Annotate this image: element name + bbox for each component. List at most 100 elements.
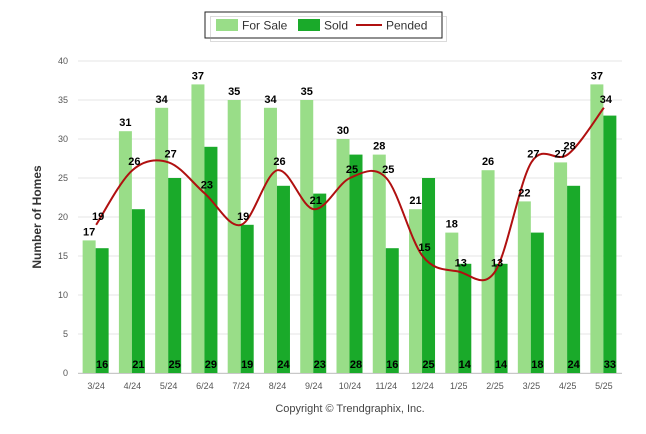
bar-for-sale — [481, 170, 495, 373]
x-tick-label: 8/24 — [269, 381, 287, 391]
label-sold: 29 — [205, 359, 217, 371]
label-sold: 21 — [132, 359, 144, 371]
copyright-text: Copyright © Trendgraphix, Inc. — [275, 403, 424, 415]
label-pended: 28 — [563, 141, 575, 153]
legend-swatch-sold — [298, 19, 320, 31]
x-tick-label: 2/25 — [486, 381, 504, 391]
legend-label-sold: Sold — [324, 19, 348, 33]
label-sold: 23 — [314, 359, 326, 371]
y-tick-label: 20 — [58, 212, 68, 222]
label-for-sale: 21 — [409, 195, 421, 207]
label-sold: 19 — [241, 359, 253, 371]
label-sold: 33 — [604, 359, 616, 371]
x-tick-label: 1/25 — [450, 381, 468, 391]
y-tick-label: 5 — [63, 329, 68, 339]
label-pended: 26 — [273, 156, 285, 168]
x-tick-label: 3/24 — [87, 381, 105, 391]
label-pended: 19 — [92, 211, 104, 223]
bar-sold — [422, 178, 436, 373]
bar-for-sale — [263, 107, 277, 374]
bar-for-sale — [372, 154, 386, 373]
bar-sold — [494, 263, 508, 373]
y-tick-label: 35 — [58, 95, 68, 105]
label-pended: 26 — [128, 156, 140, 168]
label-for-sale: 37 — [192, 70, 204, 82]
label-for-sale: 35 — [301, 86, 313, 98]
legend-label-pended: Pended — [386, 19, 427, 33]
label-pended: 13 — [455, 258, 467, 270]
label-pended: 27 — [165, 148, 177, 160]
bar-for-sale — [118, 131, 132, 373]
label-for-sale: 17 — [83, 226, 95, 238]
bar-sold — [385, 248, 399, 373]
label-for-sale: 28 — [373, 141, 385, 153]
label-pended: 25 — [346, 164, 358, 176]
label-for-sale: 18 — [446, 219, 458, 231]
label-for-sale: 37 — [591, 70, 603, 82]
label-for-sale: 31 — [119, 117, 131, 129]
bar-sold — [131, 209, 145, 373]
bar-for-sale — [445, 232, 459, 373]
y-tick-label: 25 — [58, 173, 68, 183]
y-tick-label: 0 — [63, 368, 68, 378]
label-pended: 19 — [237, 211, 249, 223]
x-tick-label: 10/24 — [339, 381, 362, 391]
label-pended: 27 — [527, 148, 539, 160]
y-tick-label: 30 — [58, 134, 68, 144]
label-pended: 21 — [310, 195, 322, 207]
bar-for-sale — [191, 84, 205, 374]
label-sold: 16 — [386, 359, 398, 371]
label-pended: 15 — [418, 242, 430, 254]
legend-swatch-for-sale — [216, 19, 238, 31]
label-for-sale: 26 — [482, 156, 494, 168]
y-axis-label: Number of Homes — [30, 165, 44, 269]
label-sold: 25 — [422, 359, 434, 371]
bar-for-sale — [554, 162, 568, 373]
x-tick-label: 6/24 — [196, 381, 214, 391]
bar-for-sale — [155, 107, 169, 374]
label-for-sale: 35 — [228, 86, 240, 98]
y-tick-label: 40 — [58, 56, 68, 66]
label-sold: 24 — [277, 359, 290, 371]
label-for-sale: 22 — [518, 187, 530, 199]
bar-for-sale — [300, 100, 314, 373]
label-sold: 28 — [350, 359, 362, 371]
label-pended: 13 — [491, 258, 503, 270]
bar-for-sale — [336, 139, 350, 373]
bar-sold — [313, 193, 327, 373]
bar-for-sale — [82, 240, 96, 373]
label-pended: 23 — [201, 180, 213, 192]
label-sold: 24 — [567, 359, 580, 371]
legend-label-for-sale: For Sale — [242, 19, 288, 33]
label-pended: 34 — [600, 94, 613, 106]
y-tick-label: 15 — [58, 251, 68, 261]
x-tick-label: 4/25 — [559, 381, 577, 391]
bar-for-sale — [590, 84, 604, 374]
label-for-sale: 34 — [156, 94, 169, 106]
bar-for-sale — [517, 201, 531, 373]
x-tick-label: 5/25 — [595, 381, 613, 391]
x-tick-label: 3/25 — [523, 381, 541, 391]
plot-area: 0 5 10 15 20 25 30 35 40 3/24 4/24 5/24 6/24 7/24 8/24… — [58, 56, 622, 391]
x-tick-label: 5/24 — [160, 381, 178, 391]
bar-sold — [458, 263, 472, 373]
x-tick-label: 11/24 — [375, 381, 397, 391]
bar-sold — [567, 185, 581, 373]
bar-sold — [240, 224, 254, 373]
label-sold: 14 — [495, 359, 508, 371]
label-sold: 14 — [459, 359, 472, 371]
line-pended — [95, 107, 605, 282]
bar-sold — [168, 178, 182, 373]
y-tick-label: 10 — [58, 290, 68, 300]
bar-sold — [95, 248, 109, 373]
bar-sold — [603, 115, 617, 373]
bar-for-sale — [227, 100, 241, 373]
bar-sold — [349, 154, 363, 373]
label-sold: 18 — [531, 359, 543, 371]
label-pended: 25 — [382, 164, 394, 176]
x-tick-label: 7/24 — [232, 381, 250, 391]
legend: For Sale Sold Pended — [204, 11, 447, 42]
legend-box — [204, 11, 443, 39]
label-sold: 25 — [169, 359, 181, 371]
